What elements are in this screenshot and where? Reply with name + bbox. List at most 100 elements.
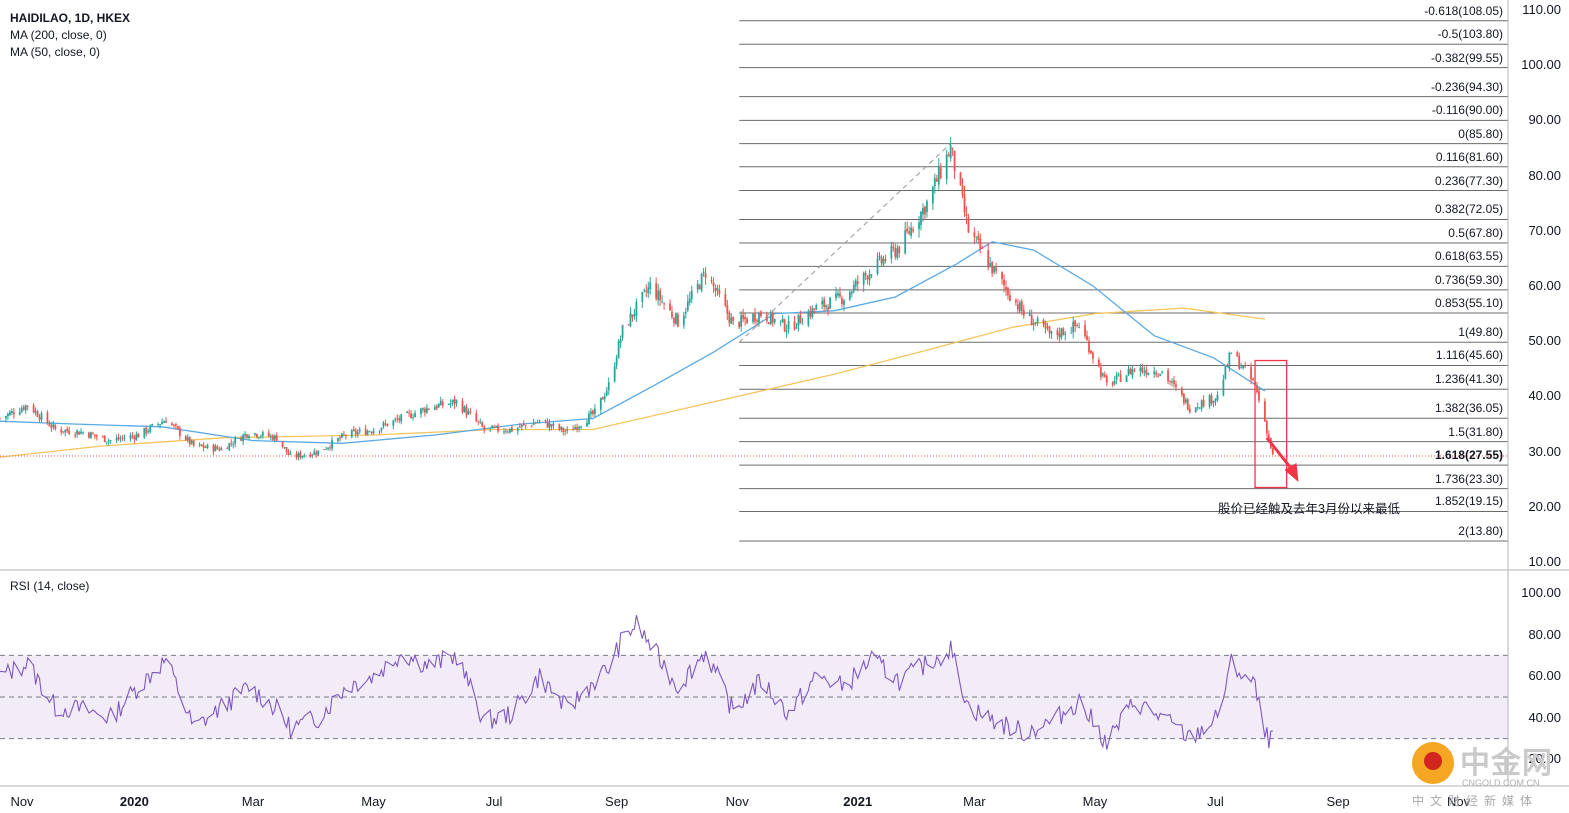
candle-body	[64, 429, 67, 433]
candle-body	[441, 401, 444, 406]
candle-body	[882, 258, 885, 265]
candle-body	[382, 422, 385, 427]
candle-body	[809, 310, 812, 317]
candle-body	[1078, 327, 1081, 328]
candle-body	[726, 305, 729, 314]
candle-body	[38, 417, 41, 420]
candle-body	[732, 316, 735, 321]
candle-body	[12, 412, 15, 415]
candle-body	[894, 248, 897, 257]
candle-body	[1240, 367, 1243, 369]
candle-body	[898, 246, 901, 254]
candle-body	[204, 447, 207, 448]
down-arrow	[1265, 436, 1299, 482]
candle-body	[712, 282, 715, 287]
candle-body	[795, 327, 798, 329]
candle-body	[295, 454, 298, 458]
fib-level-label: 1.736(23.30)	[1434, 471, 1503, 486]
candle-body	[850, 291, 853, 294]
fib-level-label: 0.236(77.30)	[1434, 173, 1503, 188]
candle-body	[410, 413, 412, 419]
candle-body	[621, 325, 624, 338]
candle-body	[643, 289, 646, 291]
candle-body	[880, 257, 883, 263]
fib-level-label: 1.116(45.60)	[1435, 348, 1503, 363]
candle-body	[149, 425, 152, 432]
price-tick-label: 110.00	[1522, 2, 1561, 17]
candle-body	[510, 427, 513, 432]
candle-body	[1228, 352, 1231, 368]
time-tick-label: Sep	[605, 794, 629, 809]
candle-body	[1074, 320, 1077, 327]
candle-body	[1171, 381, 1173, 383]
candle-body	[337, 438, 339, 442]
candle-body	[455, 400, 458, 404]
candle-body	[1046, 327, 1049, 329]
candle-body	[378, 430, 381, 432]
candle-body	[949, 145, 952, 159]
candle-body	[119, 438, 122, 440]
watermark: 中金网 CNGOLD.COM.CN 中文财经新媒体	[1408, 738, 1568, 810]
candle-body	[171, 423, 173, 425]
candle-body	[315, 452, 318, 455]
candle-body	[937, 166, 940, 185]
candle-body	[143, 427, 146, 438]
candle-body	[18, 412, 21, 415]
candle-body	[1050, 331, 1053, 334]
time-tick-label: 2021	[843, 794, 873, 809]
candle-body	[603, 396, 606, 399]
candle-body	[481, 422, 484, 427]
candle-body	[354, 430, 357, 435]
candle-body	[483, 426, 486, 430]
time-tick-label: Sep	[1326, 794, 1350, 809]
candle-body	[779, 320, 782, 322]
candle-body	[214, 445, 217, 452]
candle-body	[396, 418, 399, 420]
candle-body	[835, 293, 837, 299]
candle-body	[90, 432, 92, 439]
candle-body	[1252, 378, 1254, 381]
candle-body	[1005, 286, 1007, 290]
candle-body	[451, 399, 454, 403]
candle-body	[220, 448, 223, 451]
candle-body	[677, 314, 679, 327]
candle-body	[275, 435, 278, 441]
candle-body	[48, 423, 51, 427]
candle-body	[232, 444, 235, 446]
candle-body	[161, 422, 163, 425]
candle-body	[1267, 434, 1270, 439]
candle-body	[769, 312, 772, 324]
highlight-rect	[1254, 359, 1288, 489]
rsi-tick-label: 80.00	[1528, 626, 1561, 642]
candle-body	[1256, 385, 1258, 393]
candle-body	[843, 300, 845, 305]
candle-body	[939, 167, 942, 178]
candle-body	[323, 449, 326, 451]
candle-body	[261, 431, 264, 436]
candle-body	[394, 419, 397, 420]
candle-body	[137, 434, 140, 438]
candle-body	[1048, 326, 1051, 333]
candle-body	[190, 440, 193, 444]
candle-body	[1036, 318, 1039, 324]
candle-body	[117, 437, 120, 440]
candle-body	[101, 436, 104, 438]
candle-body	[619, 339, 622, 344]
candle-body	[534, 422, 537, 424]
candle-body	[884, 259, 887, 261]
candle-body	[479, 421, 482, 423]
candle-body	[1161, 371, 1164, 373]
candle-body	[202, 445, 205, 448]
candle-body	[560, 426, 563, 430]
candle-body	[862, 272, 865, 285]
candle-body	[904, 230, 907, 254]
ma50-line	[0, 241, 1266, 444]
candle-body	[234, 437, 237, 444]
candle-body	[350, 430, 353, 438]
fib-level-label: 1.382(36.05)	[1434, 401, 1503, 416]
candle-body	[493, 426, 496, 428]
candle-body	[698, 285, 701, 290]
candle-body	[66, 428, 69, 432]
candle-body	[1222, 379, 1225, 396]
candle-body	[115, 438, 118, 441]
